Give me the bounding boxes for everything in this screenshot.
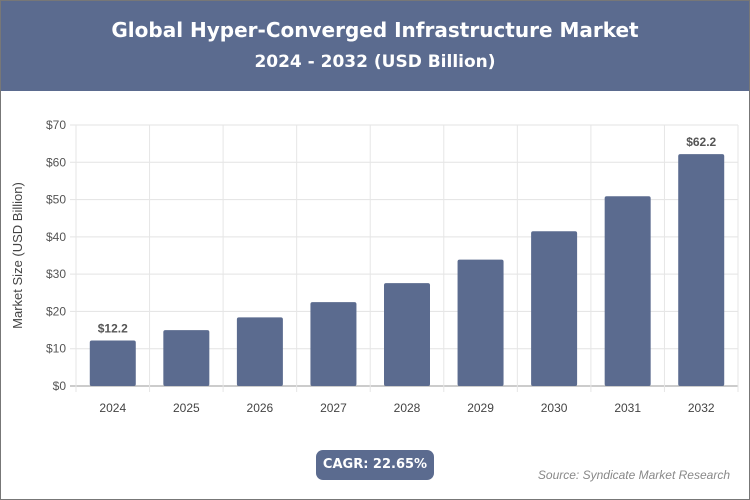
bar-2029	[457, 259, 504, 386]
y-tick-label: $20	[46, 304, 66, 318]
x-tick-label: 2031	[614, 401, 641, 415]
y-tick-label: $30	[46, 267, 66, 281]
data-label: $12.2	[98, 322, 128, 336]
y-tick-label: $10	[46, 342, 66, 356]
y-tick-label: $40	[46, 230, 66, 244]
y-tick-label: $0	[53, 379, 67, 393]
x-tick-label: 2030	[541, 401, 568, 415]
bar-2030	[531, 231, 578, 386]
data-label: $62.2	[686, 135, 716, 149]
x-tick-label: 2027	[320, 401, 347, 415]
y-tick-label: $70	[46, 118, 66, 132]
bar-2024	[89, 340, 136, 386]
bar-2027	[310, 302, 357, 386]
x-tick-label: 2025	[173, 401, 200, 415]
cagr-badge: CAGR: 22.65%	[316, 450, 434, 480]
chart-header: Global Hyper-Converged Infrastructure Ma…	[1, 1, 749, 91]
bar-2031	[604, 196, 651, 386]
x-tick-label: 2026	[247, 401, 274, 415]
chart-subtitle: 2024 - 2032 (USD Billion)	[254, 52, 496, 72]
bar-2025	[163, 330, 210, 386]
y-tick-label: $50	[46, 193, 66, 207]
x-tick-label: 2029	[467, 401, 494, 415]
bar-2028	[384, 283, 430, 386]
x-tick-label: 2032	[688, 401, 715, 415]
x-tick-label: 2028	[394, 401, 421, 415]
x-tick-label: 2024	[99, 401, 126, 415]
source-note: Source: Syndicate Market Research	[537, 468, 730, 482]
y-tick-label: $60	[46, 155, 66, 169]
bar-2032	[678, 154, 725, 386]
chart-title: Global Hyper-Converged Infrastructure Ma…	[111, 18, 639, 42]
y-axis-label: Market Size (USD Billion)	[10, 182, 25, 329]
bar-2026	[236, 317, 283, 386]
